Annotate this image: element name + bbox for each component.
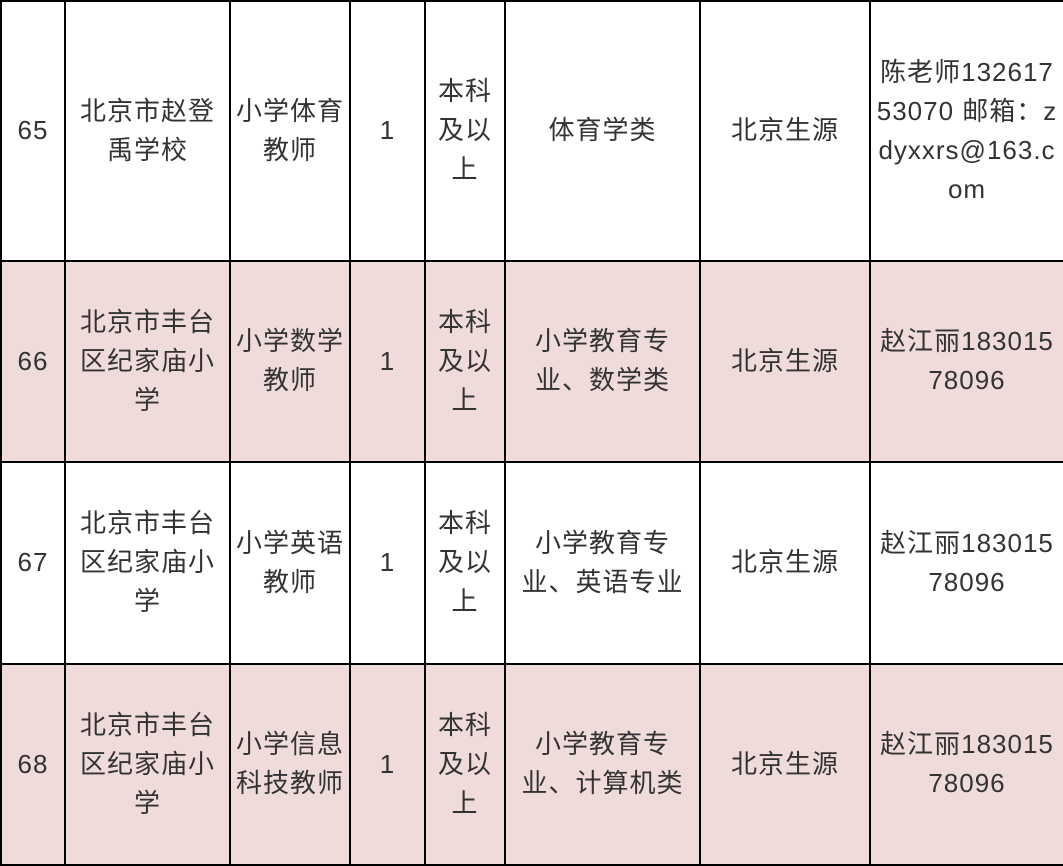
cell-edu: 本科及以上	[425, 261, 505, 462]
cell-count: 1	[350, 462, 425, 663]
table-row: 65 北京市赵登禹学校 小学体育教师 1 本科及以上 体育学类 北京生源 陈老师…	[1, 1, 1063, 261]
cell-major: 小学教育专业、计算机类	[505, 664, 700, 865]
cell-position: 小学信息科技教师	[230, 664, 350, 865]
cell-no: 68	[1, 664, 65, 865]
cell-count: 1	[350, 261, 425, 462]
recruitment-table: 65 北京市赵登禹学校 小学体育教师 1 本科及以上 体育学类 北京生源 陈老师…	[0, 0, 1063, 866]
cell-edu: 本科及以上	[425, 462, 505, 663]
cell-school: 北京市赵登禹学校	[65, 1, 230, 261]
cell-school: 北京市丰台区纪家庙小学	[65, 261, 230, 462]
cell-major: 体育学类	[505, 1, 700, 261]
cell-count: 1	[350, 1, 425, 261]
cell-contact: 赵江丽18301578096	[870, 462, 1063, 663]
table-body: 65 北京市赵登禹学校 小学体育教师 1 本科及以上 体育学类 北京生源 陈老师…	[1, 1, 1063, 865]
cell-contact: 陈老师13261753070 邮箱：zdyxxrs@163.com	[870, 1, 1063, 261]
cell-contact: 赵江丽18301578096	[870, 664, 1063, 865]
cell-position: 小学数学教师	[230, 261, 350, 462]
cell-no: 65	[1, 1, 65, 261]
table-row: 67 北京市丰台区纪家庙小学 小学英语教师 1 本科及以上 小学教育专业、英语专…	[1, 462, 1063, 663]
cell-school: 北京市丰台区纪家庙小学	[65, 462, 230, 663]
cell-source: 北京生源	[700, 1, 870, 261]
cell-position: 小学体育教师	[230, 1, 350, 261]
cell-no: 66	[1, 261, 65, 462]
table-row: 68 北京市丰台区纪家庙小学 小学信息科技教师 1 本科及以上 小学教育专业、计…	[1, 664, 1063, 865]
cell-school: 北京市丰台区纪家庙小学	[65, 664, 230, 865]
cell-contact: 赵江丽18301578096	[870, 261, 1063, 462]
cell-count: 1	[350, 664, 425, 865]
cell-source: 北京生源	[700, 261, 870, 462]
table-row: 66 北京市丰台区纪家庙小学 小学数学教师 1 本科及以上 小学教育专业、数学类…	[1, 261, 1063, 462]
cell-source: 北京生源	[700, 664, 870, 865]
cell-source: 北京生源	[700, 462, 870, 663]
cell-edu: 本科及以上	[425, 664, 505, 865]
cell-major: 小学教育专业、数学类	[505, 261, 700, 462]
cell-position: 小学英语教师	[230, 462, 350, 663]
cell-edu: 本科及以上	[425, 1, 505, 261]
cell-no: 67	[1, 462, 65, 663]
cell-major: 小学教育专业、英语专业	[505, 462, 700, 663]
